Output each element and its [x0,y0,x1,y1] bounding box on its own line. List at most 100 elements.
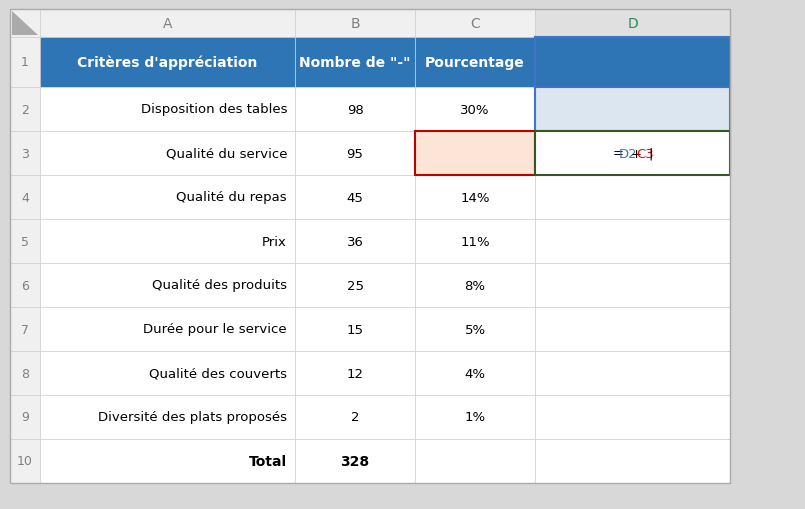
Bar [295,439,415,483]
Bar [415,88,535,132]
Text: 8%: 8% [464,279,485,292]
Text: 328: 328 [341,454,369,468]
Bar [10,176,40,219]
Text: 29%: 29% [460,147,489,160]
Bar [295,395,415,439]
Bar [40,132,295,176]
Text: B: B [350,17,360,31]
Text: 8: 8 [21,367,29,380]
Bar [40,264,295,307]
Bar [415,38,535,88]
Bar [40,395,295,439]
Text: 25: 25 [346,279,364,292]
Text: C3: C3 [636,147,654,160]
Text: 1%: 1% [464,411,485,423]
Bar [535,264,730,307]
Bar [10,395,40,439]
Text: 45: 45 [347,191,363,204]
Polygon shape [12,12,38,36]
Text: 95: 95 [347,147,363,160]
Bar [535,395,730,439]
Bar [535,351,730,395]
Text: 6: 6 [21,279,29,292]
Bar [295,38,415,88]
Bar [295,219,415,264]
Bar [295,307,415,351]
Text: 2: 2 [351,411,359,423]
Text: 30%: 30% [617,103,647,116]
Bar [40,10,295,38]
Bar [10,307,40,351]
Bar [40,439,295,483]
Bar [295,351,415,395]
Text: C: C [470,17,480,31]
Text: Pourcentage cumulé: Pourcentage cumulé [552,55,713,70]
Text: 4%: 4% [464,367,485,380]
Bar [40,307,295,351]
Bar [10,10,40,38]
Bar [40,38,295,88]
Bar [535,439,730,483]
Bar [10,439,40,483]
Bar [295,176,415,219]
Text: Disposition des tables: Disposition des tables [141,103,287,116]
Bar [40,88,295,132]
Text: 1: 1 [21,56,29,69]
Text: 4: 4 [21,191,29,204]
Text: Critères d'appréciation: Critères d'appréciation [77,55,258,70]
Bar [10,351,40,395]
Text: Diversité des plats proposés: Diversité des plats proposés [98,411,287,423]
Text: 30%: 30% [460,103,489,116]
Text: Qualité du service: Qualité du service [166,147,287,160]
Bar [40,351,295,395]
Bar [295,132,415,176]
Bar [535,307,730,351]
Bar [295,10,415,38]
Text: Prix: Prix [262,235,287,248]
Bar [535,132,730,176]
Text: 98: 98 [347,103,363,116]
Text: 7: 7 [21,323,29,336]
Text: Durée pour le service: Durée pour le service [143,323,287,336]
Bar [10,10,730,483]
Bar [10,38,40,88]
Text: Total: Total [249,454,287,468]
Text: Pourcentage: Pourcentage [425,56,525,70]
Bar [415,439,535,483]
Bar [415,10,535,38]
Bar [415,264,535,307]
Bar [415,395,535,439]
Bar [10,264,40,307]
Text: 5%: 5% [464,323,485,336]
Text: =: = [613,147,624,160]
Bar [415,307,535,351]
Text: 15: 15 [346,323,364,336]
Bar [535,88,730,132]
Text: 10: 10 [17,455,33,468]
Bar [415,132,535,176]
Bar [40,176,295,219]
Bar [10,88,40,132]
Text: 12: 12 [346,367,364,380]
Bar [415,176,535,219]
Text: Qualité du repas: Qualité du repas [176,191,287,204]
Text: Qualité des produits: Qualité des produits [152,279,287,292]
Text: Qualité des couverts: Qualité des couverts [149,367,287,380]
Bar [535,219,730,264]
Text: D: D [627,17,638,31]
Bar [295,88,415,132]
Text: 11%: 11% [460,235,489,248]
Bar [415,219,535,264]
Bar [40,219,295,264]
Bar [10,219,40,264]
Text: +: + [630,147,642,160]
Text: |: | [648,147,652,160]
Text: 2: 2 [21,103,29,116]
Bar [535,38,730,88]
Text: 14%: 14% [460,191,489,204]
Text: 9: 9 [21,411,29,423]
Bar [295,264,415,307]
Text: D2: D2 [618,147,637,160]
Text: Nombre de "-": Nombre de "-" [299,56,411,70]
Text: 3: 3 [21,147,29,160]
